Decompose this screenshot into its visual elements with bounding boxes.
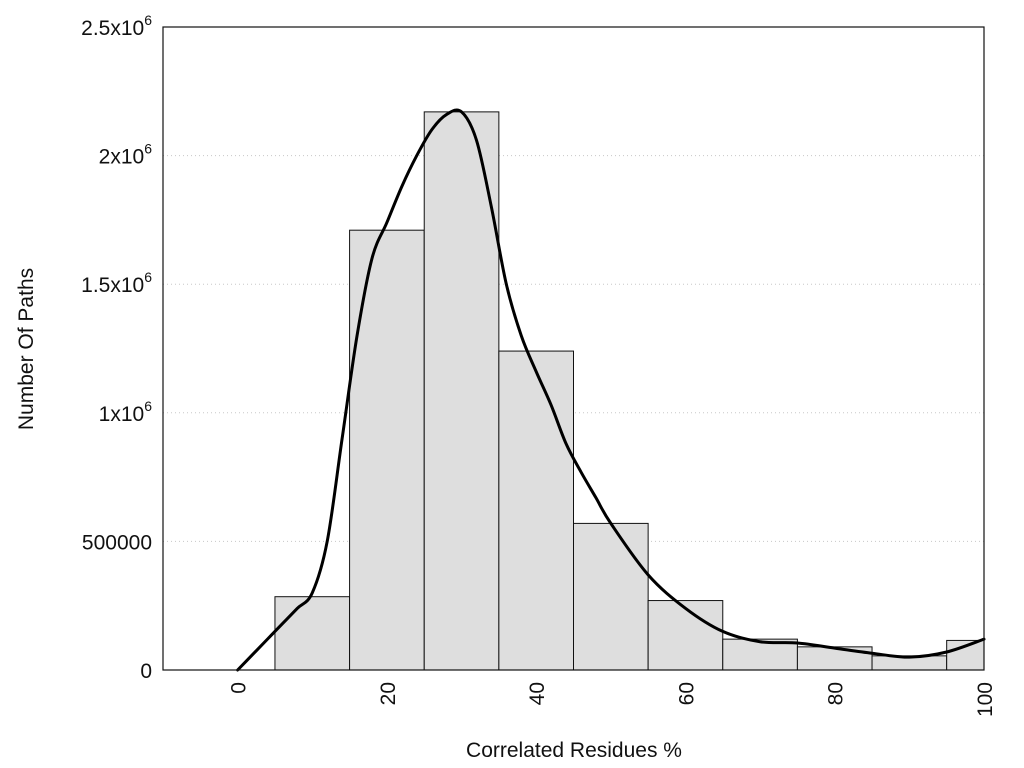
- y-tick-label: 2x106: [99, 141, 153, 169]
- y-tick-label: 1.5x106: [81, 269, 152, 297]
- histogram-bar: [498, 350, 575, 671]
- x-tick-label: 40: [526, 682, 549, 705]
- grid-lines: [163, 155, 984, 542]
- plot-frame: [162, 26, 985, 671]
- y-tick-exponent: 6: [144, 269, 152, 285]
- histogram-bar: [573, 522, 649, 671]
- histogram-bar: [349, 229, 425, 671]
- y-tick-label: 500000: [82, 531, 152, 554]
- y-tick-exponent: 6: [144, 141, 152, 157]
- y-tick-base: 1.5x10: [81, 274, 144, 297]
- x-axis-ticks: 0 20 40 60 80 100: [228, 682, 997, 717]
- x-tick-label: 60: [675, 682, 698, 705]
- x-axis-title: Correlated Residues %: [466, 739, 682, 762]
- y-axis-title: Number Of Paths: [15, 268, 38, 430]
- histogram-bar: [647, 600, 724, 671]
- histogram-bar: [274, 596, 351, 671]
- y-tick-exponent: 6: [144, 12, 152, 28]
- y-tick-base: 500000: [82, 531, 152, 554]
- y-tick-base: 0: [140, 660, 152, 683]
- y-tick-base: 2.5x10: [81, 17, 144, 40]
- histogram-bar: [423, 111, 500, 671]
- y-tick-base: 1x10: [99, 403, 145, 426]
- y-tick-label: 1x106: [99, 398, 153, 426]
- y-tick-label: 2.5x106: [81, 12, 152, 40]
- x-tick-label: 0: [228, 682, 251, 694]
- y-tick-base: 2x10: [99, 146, 145, 169]
- x-tick-label: 100: [974, 682, 997, 717]
- histogram-bars: [274, 111, 985, 671]
- density-curve: [236, 108, 986, 672]
- x-tick-label: 20: [377, 682, 400, 705]
- x-tick-label: 80: [825, 682, 848, 705]
- y-tick-exponent: 6: [144, 398, 152, 414]
- y-tick-label: 0: [140, 660, 152, 683]
- density-curve-line: [236, 108, 986, 672]
